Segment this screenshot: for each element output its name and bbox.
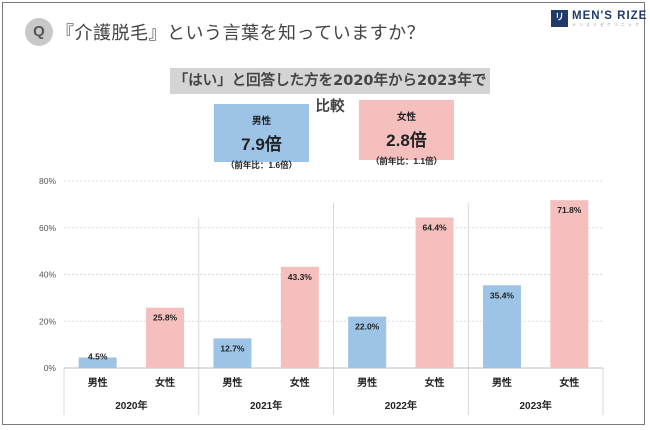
category-label: 女性 xyxy=(425,376,445,389)
bar-male xyxy=(213,338,252,368)
comparison-banner: 「はい」と回答した方を2020年から2023年で比較 xyxy=(170,68,490,115)
female-summary-sub: （前年比：1.1倍） xyxy=(370,156,443,166)
logo-mark-icon: リゼ xyxy=(551,10,568,40)
y-tick-label: 0% xyxy=(44,363,57,373)
q-badge: Q xyxy=(25,18,53,46)
bar-female xyxy=(415,217,454,368)
question-title: 『介護脱毛』という言葉を知っていますか？ xyxy=(56,23,426,44)
data-label: 43.3% xyxy=(288,272,313,282)
category-label: 男性 xyxy=(222,376,242,389)
bar-female xyxy=(280,266,319,368)
data-label: 71.8% xyxy=(557,205,582,215)
category-label: 女性 xyxy=(290,376,310,389)
category-label: 女性 xyxy=(559,376,579,389)
data-label: 22.0% xyxy=(355,322,380,332)
female-summary-label: 女性 xyxy=(396,112,416,123)
bar-male xyxy=(348,316,387,368)
group-label: 2022年 xyxy=(385,399,417,412)
female-summary-value: 2.8倍 xyxy=(386,131,427,150)
y-tick-label: 80% xyxy=(39,176,56,186)
category-label: 男性 xyxy=(88,376,108,389)
logo-name: MEN'S RIZE xyxy=(572,10,648,22)
bar-female xyxy=(550,200,589,368)
category-label: 男性 xyxy=(357,376,377,389)
group-label: 2023年 xyxy=(520,399,552,412)
bar-female xyxy=(146,307,185,368)
male-summary-value: 7.9倍 xyxy=(241,135,282,154)
group-label: 2020年 xyxy=(115,399,147,412)
male-summary-box: 男性 7.9倍 （前年比：1.6倍） xyxy=(214,104,309,170)
y-tick-label: 20% xyxy=(39,316,56,326)
female-summary-box: 女性 2.8倍 （前年比：1.1倍） xyxy=(359,100,454,166)
data-label: 35.4% xyxy=(490,290,515,300)
data-label: 12.7% xyxy=(220,343,245,353)
male-summary-label: 男性 xyxy=(251,116,271,127)
data-label: 25.8% xyxy=(153,313,178,323)
data-label: 4.5% xyxy=(88,351,108,361)
bar-male xyxy=(482,285,521,368)
logo-subtitle: メンズリゼクリニック xyxy=(572,22,642,27)
y-tick-label: 40% xyxy=(39,270,56,280)
brand-logo: リゼ MEN'S RIZE メンズリゼクリニック xyxy=(551,10,648,40)
y-tick-label: 60% xyxy=(39,223,56,233)
category-label: 女性 xyxy=(155,376,175,389)
male-summary-sub: （前年比：1.6倍） xyxy=(225,160,298,170)
group-label: 2021年 xyxy=(250,399,282,412)
data-label: 64.4% xyxy=(423,222,448,232)
bar-male xyxy=(78,357,117,368)
category-label: 男性 xyxy=(492,376,512,389)
